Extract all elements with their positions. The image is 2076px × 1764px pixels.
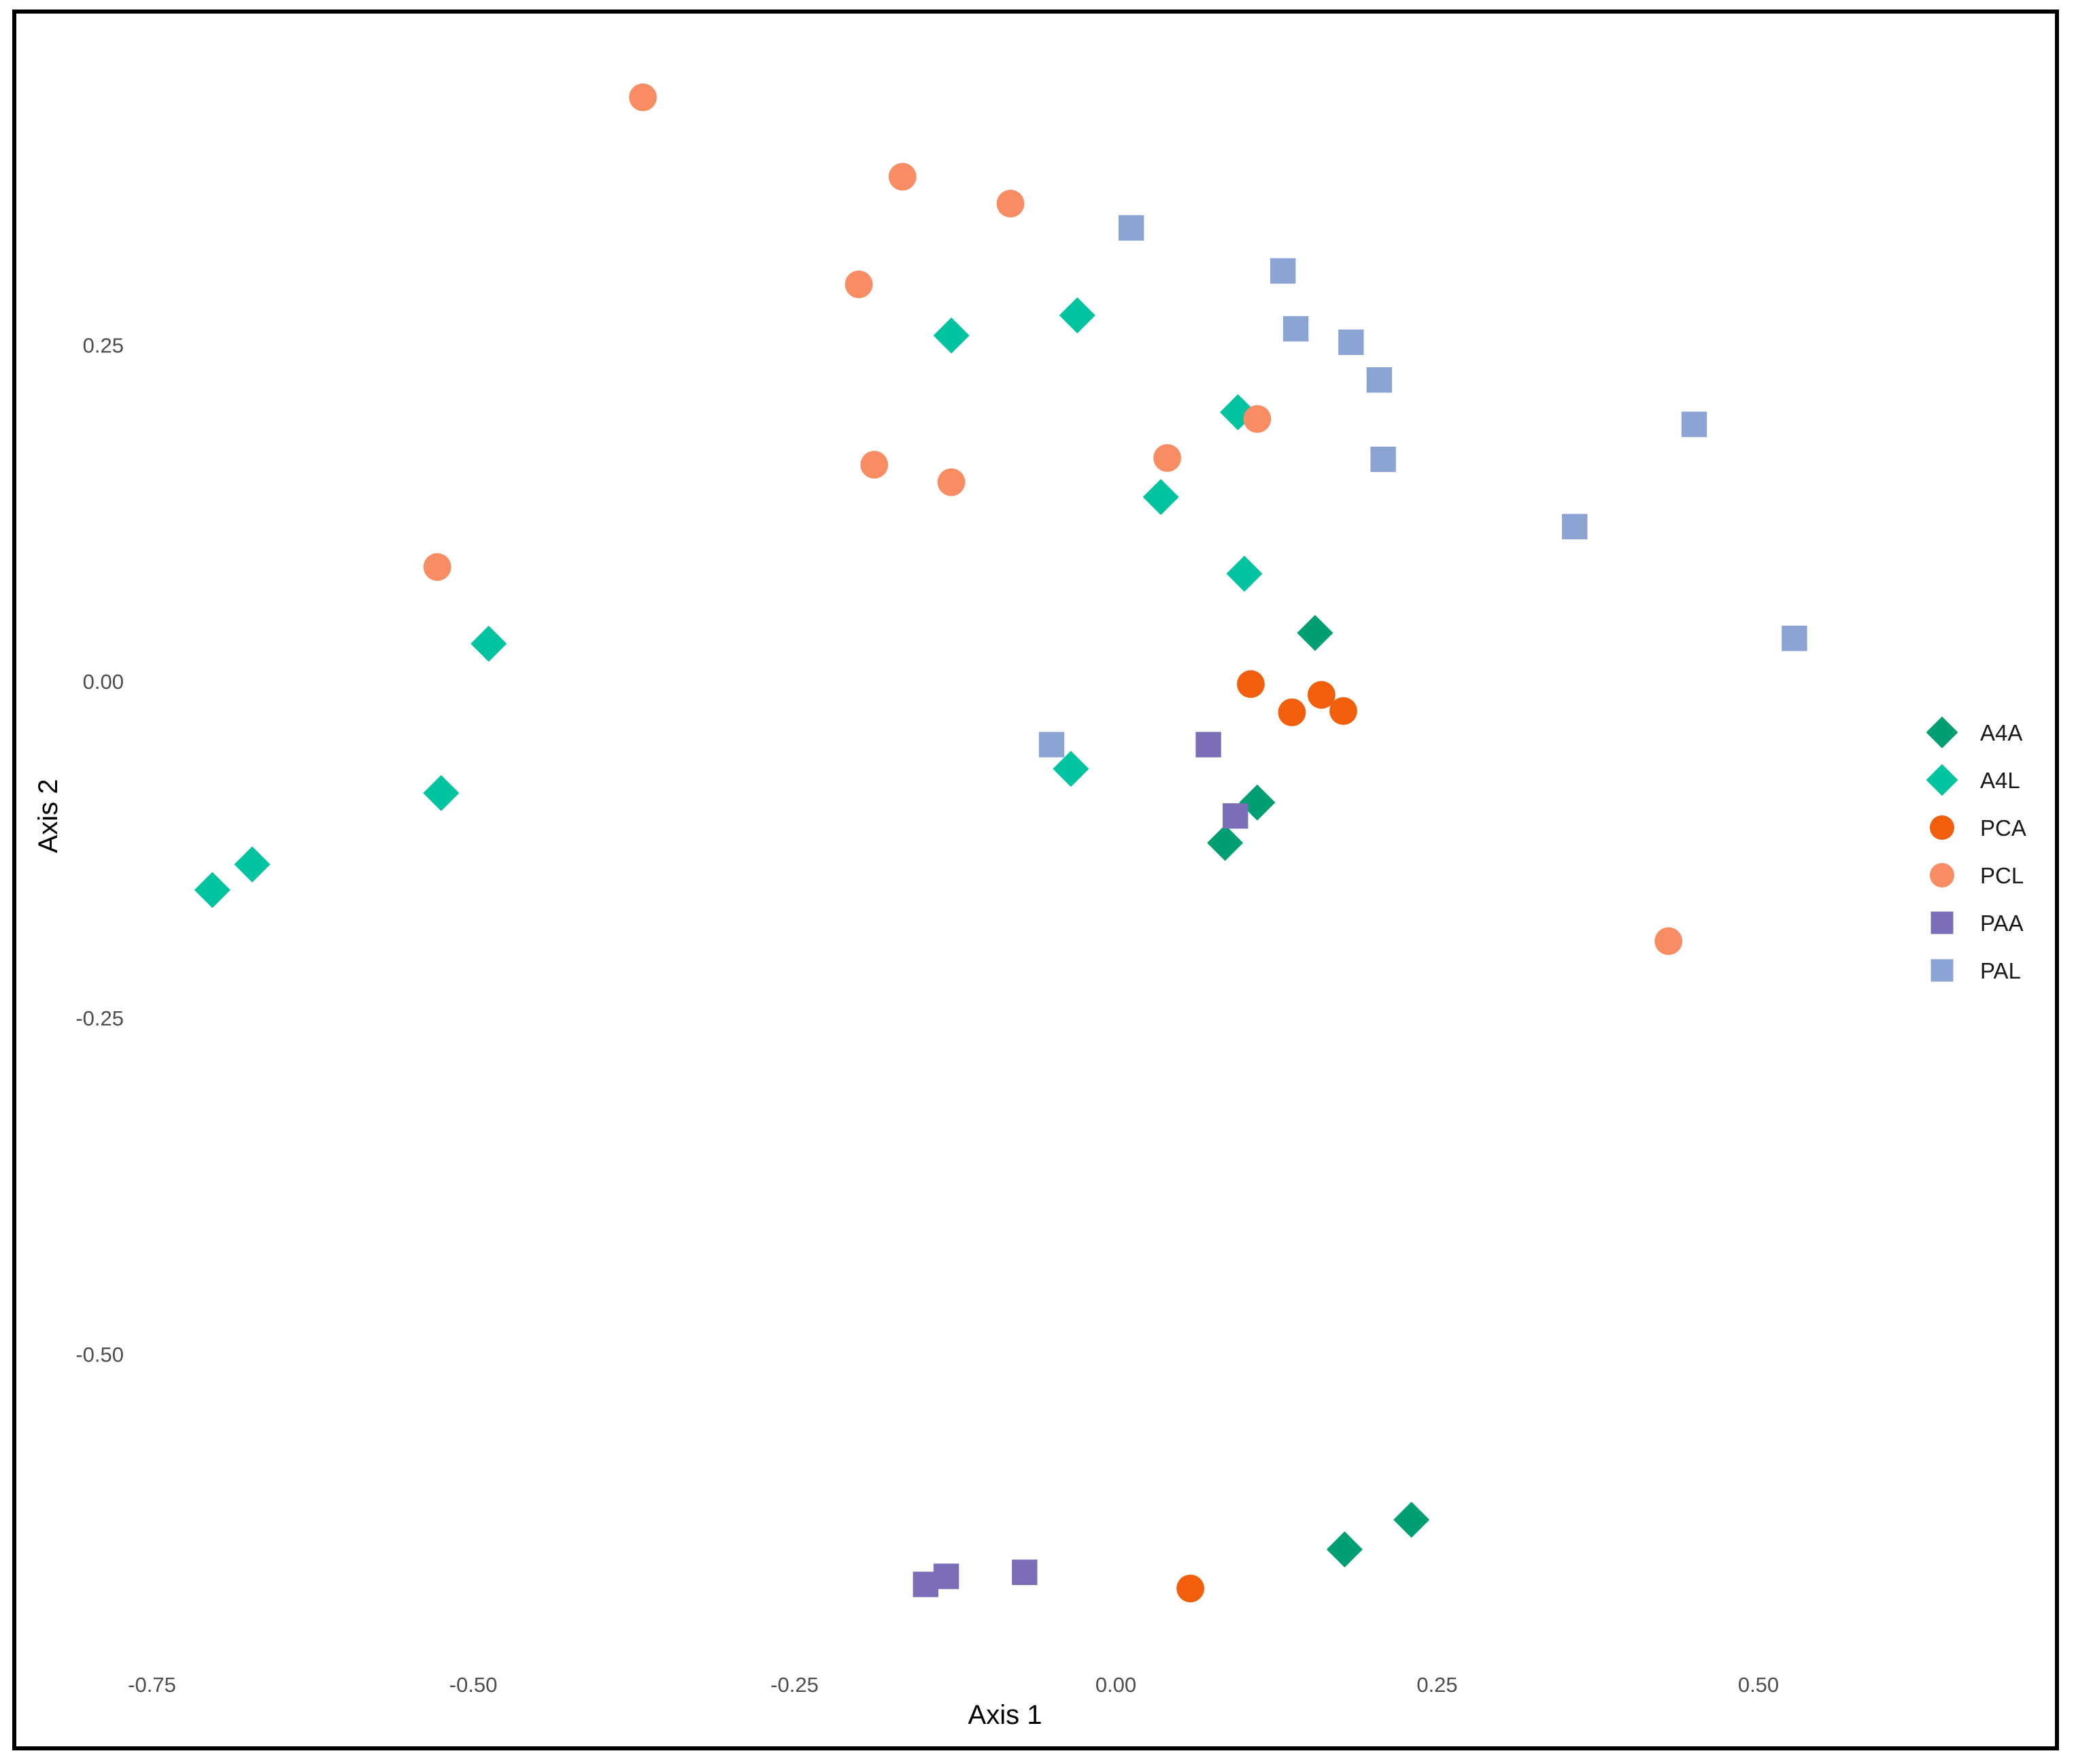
- point-pcl-8: [937, 468, 966, 496]
- legend-label-pca: PCA: [1980, 815, 2026, 841]
- point-a4l-1: [1059, 297, 1095, 334]
- point-a4l-6: [471, 626, 507, 662]
- point-pal-10: [1038, 732, 1065, 758]
- point-a4a-4: [1393, 1502, 1430, 1538]
- point-pal-5: [1366, 367, 1393, 393]
- x-tick-label--0-50: -0.50: [449, 1673, 498, 1697]
- legend-label-pal: PAL: [1980, 958, 2021, 983]
- x-tick-label--0-75: -0.75: [128, 1673, 176, 1697]
- point-pca-2: [1308, 681, 1335, 709]
- y-tick-label--0-25: -0.25: [75, 1006, 124, 1030]
- legend-key-a4l: [1926, 764, 1958, 796]
- point-pcl-10: [1654, 927, 1683, 955]
- point-a4l-2: [933, 317, 970, 354]
- point-pca-5: [1176, 1574, 1205, 1603]
- point-pal-8: [1562, 513, 1588, 540]
- point-pal-6: [1370, 446, 1396, 473]
- legend-key-pal: [1930, 959, 1954, 982]
- point-pal-2: [1270, 258, 1296, 284]
- point-pcl-5: [1243, 405, 1272, 433]
- point-a4l-9: [234, 846, 271, 883]
- point-pal-3: [1282, 316, 1309, 342]
- legend-key-a4a: [1926, 716, 1958, 749]
- point-paa-2: [1223, 803, 1248, 829]
- x-axis-ticks: -0.75 -0.50 -0.25 0.00 0.25 0.50: [128, 1673, 1779, 1697]
- legend: A4A A4L PCA PCL PAA PAL: [1926, 716, 2026, 983]
- y-tick-label-0-00: 0.00: [83, 670, 124, 694]
- point-pal-7: [1681, 411, 1707, 437]
- point-a4l-10: [194, 872, 231, 909]
- x-tick-label-0-50: 0.50: [1738, 1673, 1779, 1697]
- point-a4a-1: [1297, 615, 1333, 651]
- point-a4l-4: [1142, 479, 1179, 515]
- point-pal-9: [1782, 625, 1807, 651]
- y-tick-label--0-50: -0.50: [75, 1343, 124, 1367]
- legend-key-pcl: [1930, 863, 1954, 887]
- point-paa-1: [1195, 732, 1221, 758]
- point-pcl-2: [888, 163, 917, 191]
- legend-label-a4a: A4A: [1980, 720, 2022, 745]
- x-tick-label-0-25: 0.25: [1416, 1673, 1457, 1697]
- y-axis-title: Axis 2: [33, 779, 63, 853]
- point-pca-1: [1237, 670, 1265, 698]
- legend-label-a4l: A4L: [1980, 768, 2020, 793]
- point-pal-4: [1338, 329, 1364, 355]
- legend-label-paa: PAA: [1980, 911, 2024, 936]
- point-pcl-1: [629, 83, 657, 112]
- point-pca-4: [1329, 697, 1357, 725]
- point-pcl-4: [845, 270, 873, 299]
- legend-key-paa: [1930, 911, 1954, 934]
- point-pcl-6: [1153, 444, 1181, 472]
- chart-frame: [12, 10, 2059, 1750]
- x-tick-label-0-00: 0.00: [1095, 1673, 1136, 1697]
- legend-label-pcl: PCL: [1980, 863, 2024, 888]
- legend-key-pca: [1930, 815, 1954, 840]
- x-tick-label--0-25: -0.25: [770, 1673, 819, 1697]
- point-paa-3: [1012, 1559, 1038, 1585]
- point-a4l-5: [1226, 556, 1263, 592]
- point-paa-5: [913, 1572, 938, 1597]
- point-pcl-9: [423, 553, 452, 581]
- y-tick-label-0-25: 0.25: [83, 333, 124, 357]
- point-pcl-3: [996, 190, 1025, 218]
- point-a4l-8: [423, 775, 460, 811]
- point-pca-3: [1278, 698, 1306, 726]
- point-a4a-5: [1326, 1531, 1363, 1567]
- point-a4a-2: [1239, 784, 1276, 821]
- point-a4a-3: [1207, 824, 1244, 861]
- y-axis-ticks: 0.25 0.00 -0.25 -0.50: [75, 333, 124, 1366]
- point-pal-1: [1118, 215, 1144, 241]
- data-points: [194, 83, 1807, 1603]
- point-pcl-7: [860, 450, 889, 479]
- point-a4l-7: [1053, 751, 1089, 787]
- x-axis-title: Axis 1: [968, 1700, 1042, 1730]
